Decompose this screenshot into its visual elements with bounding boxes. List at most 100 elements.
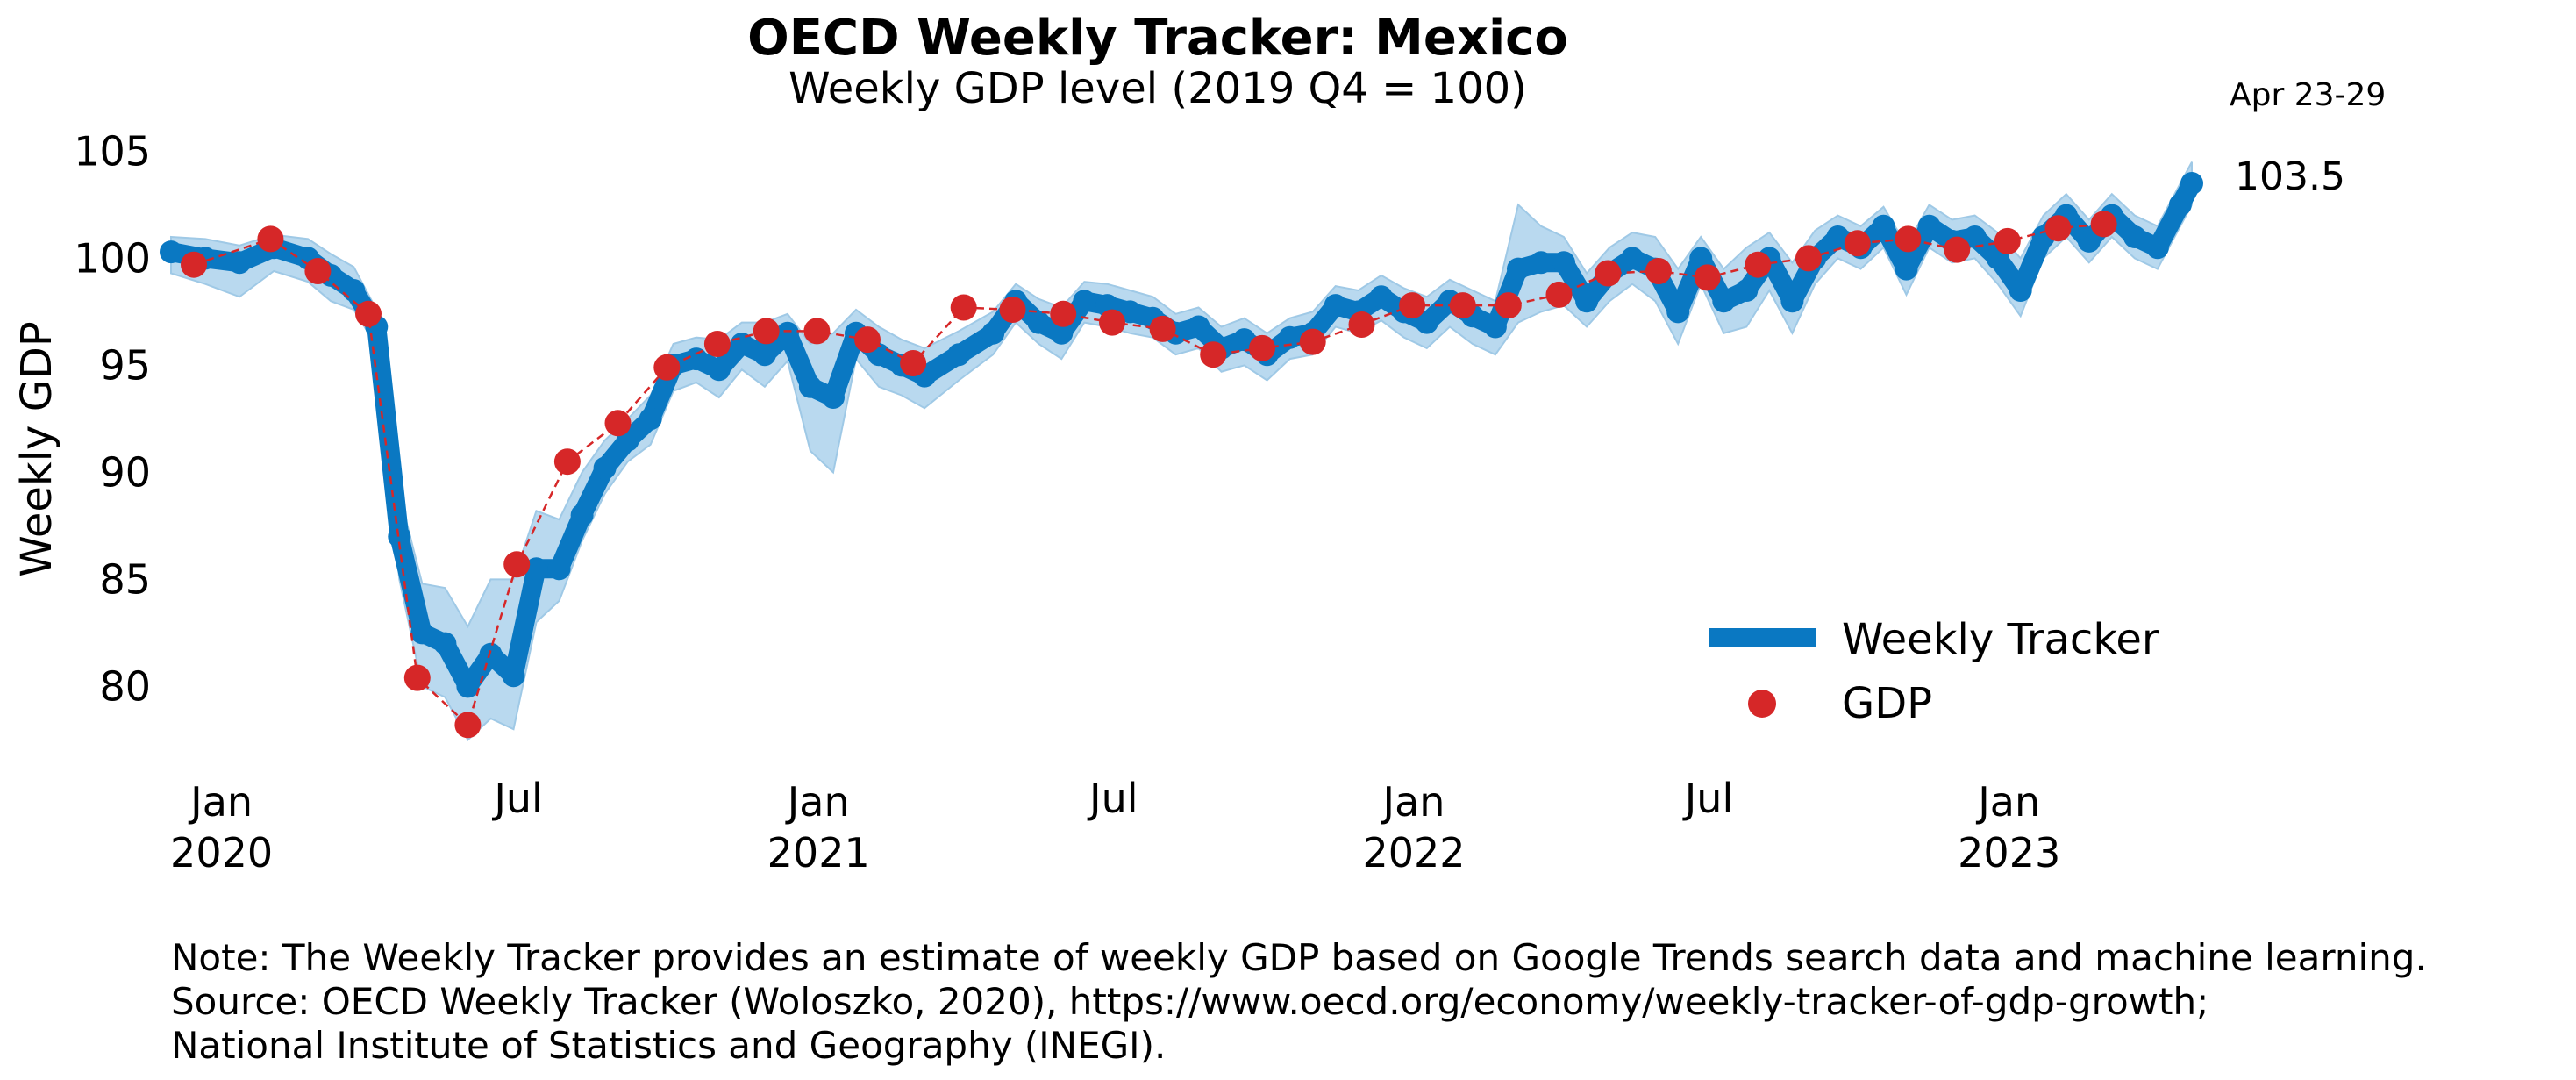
- gdp-point: [803, 318, 831, 345]
- weekly-tracker-point: [388, 525, 411, 548]
- gdp-point: [1449, 292, 1476, 319]
- weekly-tracker-point: [684, 347, 708, 371]
- chart-title: OECD Weekly Tracker: Mexico: [747, 10, 1568, 67]
- weekly-tracker-point: [2123, 225, 2146, 248]
- gdp-point: [503, 551, 531, 578]
- weekly-tracker-point: [410, 621, 434, 645]
- gdp-layer: [181, 211, 2117, 739]
- x-tick-label: Jul: [491, 775, 543, 822]
- last-value-label: 103.5: [2235, 154, 2345, 199]
- weekly-tracker-point: [433, 632, 457, 655]
- gdp-point: [257, 225, 284, 253]
- weekly-tracker-point: [1507, 257, 1530, 281]
- weekly-tracker-point: [524, 557, 548, 581]
- gdp-point: [1050, 300, 1077, 327]
- weekly-tracker-point: [707, 358, 731, 382]
- gdp-point: [950, 294, 977, 321]
- weekly-tracker-point: [570, 504, 594, 527]
- gdp-point: [1994, 227, 2021, 254]
- gdp-point: [1545, 281, 1573, 308]
- gdp-point: [1149, 315, 1176, 342]
- weekly-tracker-point: [342, 279, 366, 302]
- x-tick-year-label: 2021: [767, 829, 870, 876]
- weekly-tracker-point: [547, 557, 571, 581]
- weekly-tracker-point: [1050, 321, 1074, 345]
- x-tick-label: Jul: [1682, 775, 1734, 822]
- weekly-tracker-point: [1369, 285, 1393, 309]
- y-tick-label: 90: [99, 448, 151, 496]
- y-tick-label: 105: [74, 127, 151, 175]
- weekly-tracker-point: [1621, 247, 1645, 270]
- y-tick-labels: 80 85 90 95 100 105: [74, 127, 151, 710]
- weekly-tracker-point: [822, 386, 845, 409]
- weekly-tracker-point: [775, 321, 799, 345]
- weekly-tracker-point: [981, 321, 1005, 345]
- weekly-tracker-point: [1483, 315, 1507, 339]
- gdp-point: [1844, 230, 1871, 257]
- gdp-point: [1694, 264, 1721, 291]
- last-week-label: Apr 23-29: [2230, 77, 2386, 113]
- gdp-point: [1299, 328, 1326, 355]
- note-line-1: Note: The Weekly Tracker provides an est…: [171, 936, 2427, 979]
- weekly-tracker-point: [1073, 290, 1096, 313]
- y-tick-label: 100: [74, 234, 151, 282]
- legend: Weekly Tracker GDP: [1709, 615, 2159, 728]
- weekly-tracker-point: [1826, 225, 1850, 248]
- legend-label-gdp: GDP: [1842, 679, 1932, 728]
- gdp-point: [355, 300, 382, 327]
- weekly-tracker-point: [753, 343, 776, 367]
- weekly-tracker-point: [2077, 229, 2101, 253]
- x-tick-label: Jan: [1975, 778, 2040, 826]
- weekly-tracker-point: [1278, 325, 1302, 349]
- gdp-point: [403, 664, 431, 691]
- weekly-tracker-point: [502, 664, 525, 688]
- gdp-point: [854, 326, 881, 354]
- gdp-point: [999, 297, 1026, 323]
- gdp-point: [1795, 245, 1822, 272]
- weekly-tracker-point: [1735, 279, 1759, 302]
- weekly-tracker-point: [479, 642, 503, 666]
- x-tick-year-label: 2020: [170, 829, 273, 876]
- weekly-tracker-point: [456, 675, 480, 698]
- x-tick-label: Jul: [1087, 775, 1138, 822]
- weekly-tracker-point: [1415, 311, 1438, 334]
- weekly-tracker-point: [2009, 279, 2032, 302]
- gdp-point: [553, 448, 581, 476]
- y-tick-label: 85: [99, 555, 151, 603]
- note-line-2: Source: OECD Weekly Tracker (Woloszko, 2…: [171, 980, 2209, 1023]
- weekly-tracker-point: [1027, 311, 1051, 334]
- gdp-point: [900, 350, 927, 376]
- weekly-tracker-point: [1917, 214, 1941, 238]
- weekly-tracker-point: [1552, 251, 1575, 275]
- gdp-point: [1200, 341, 1227, 368]
- gdp-point: [1944, 236, 1971, 263]
- weekly-tracker-point: [1666, 300, 1690, 324]
- weekly-tracker-point: [1780, 290, 1804, 313]
- y-tick-label: 80: [99, 662, 151, 710]
- gdp-point: [1745, 251, 1772, 278]
- gdp-point: [2044, 215, 2072, 242]
- gdp-point: [604, 410, 632, 437]
- gdp-point: [653, 354, 681, 381]
- gdp-point: [181, 251, 207, 278]
- x-tick-label: Jan: [188, 778, 253, 826]
- weekly-tracker-point: [1712, 290, 1736, 313]
- gdp-point: [1595, 260, 1622, 287]
- chart-subtitle: Weekly GDP level (2019 Q4 = 100): [788, 64, 1527, 113]
- weekly-tracker-point: [160, 240, 182, 264]
- gdp-point: [454, 712, 482, 739]
- gdp-point: [703, 331, 731, 357]
- weekly-tracker-point: [639, 407, 662, 431]
- y-tick-label: 95: [99, 341, 151, 389]
- gdp-point: [753, 318, 780, 345]
- gdp-point: [2090, 211, 2117, 238]
- weekly-tracker-point: [1118, 300, 1142, 324]
- legend-marker-gdp: [1748, 690, 1776, 718]
- gdp-point: [1099, 309, 1125, 336]
- weekly-tracker-point: [1575, 290, 1599, 313]
- weekly-tracker-point: [1324, 294, 1347, 318]
- weekly-tracker-point: [798, 375, 822, 398]
- x-tick-year-label: 2022: [1362, 829, 1465, 876]
